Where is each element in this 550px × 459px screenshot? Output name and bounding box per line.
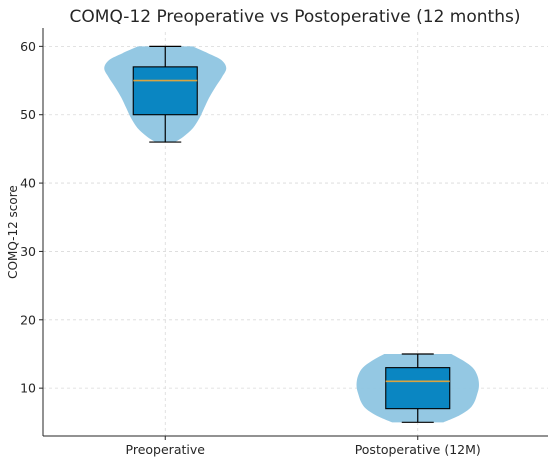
y-tick-label: 60 bbox=[20, 39, 36, 54]
chart-title: COMQ-12 Preoperative vs Postoperative (1… bbox=[70, 7, 521, 27]
box-1 bbox=[385, 367, 451, 410]
y-axis-label: COMQ-12 score bbox=[6, 185, 20, 279]
box-plots bbox=[132, 45, 451, 423]
tick-labels: 10 20 30 40 50 60 Preoperative Postoperative (1… bbox=[20, 39, 481, 457]
x-tick-label: Preoperative bbox=[126, 442, 206, 457]
axes bbox=[39, 28, 548, 440]
box-0 bbox=[132, 66, 198, 116]
y-tick-label: 10 bbox=[20, 381, 36, 396]
x-tick-label: Postoperative (12M) bbox=[355, 442, 481, 457]
y-tick-label: 40 bbox=[20, 176, 36, 191]
y-tick-label: 20 bbox=[20, 312, 36, 327]
y-tick-label: 30 bbox=[20, 244, 36, 259]
y-tick-label: 50 bbox=[20, 107, 36, 122]
